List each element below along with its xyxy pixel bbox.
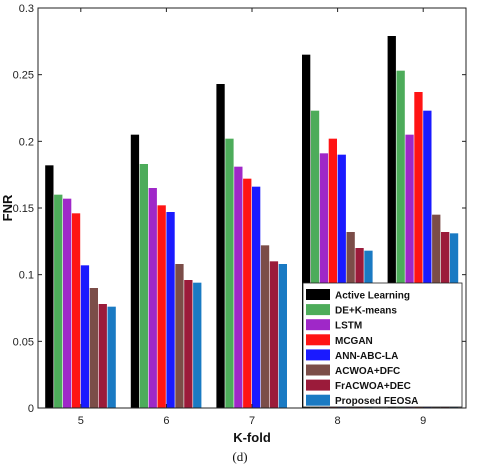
bar-fracwoa-dec-k7 [269,261,279,408]
legend-swatch [306,349,330,361]
legend-label: LSTM [335,321,362,332]
bar-lstm-k7 [234,166,243,408]
bar-proposed-feosa-k7 [278,264,287,408]
x-tick-label: 6 [163,415,169,427]
bar-fracwoa-dec-k5 [98,304,107,408]
legend-swatch [306,289,330,300]
y-axis-title: FNR [0,194,15,221]
bar-de-k-means-k6 [139,164,148,408]
y-axis-ticks: 0 0.05 0.1 0.15 0.2 0.25 0.3 [13,3,466,415]
legend-swatch [306,334,330,346]
bar-mcgan-k8 [328,138,337,409]
x-tick-label: 5 [78,415,84,427]
bar-active-learning-k8 [302,54,311,409]
legend-swatch [306,364,330,376]
bar-de-k-means-k9 [396,70,405,409]
bar-mcgan-k7 [243,178,252,408]
bar-lstm-k6 [148,188,157,408]
x-tick-label: 7 [249,415,255,427]
legend-label: DE+K-means [335,306,397,317]
figure-caption: (d) [232,449,247,464]
bar-mcgan-k5 [71,213,81,408]
legend-label: FrACWOA+DEC [335,381,411,392]
bar-acwoa-dfc-k7 [260,245,270,408]
bar-fracwoa-dec-k6 [184,280,193,408]
legend-swatch [306,394,330,406]
y-tick-label: 0.1 [19,270,34,282]
bar-ann-abc-la-k5 [80,265,90,408]
y-tick-label: 0.15 [13,203,34,215]
y-tick-label: 0.3 [19,3,34,15]
y-tick-label: 0.05 [13,336,34,348]
bar-de-k-means-k5 [54,194,63,408]
legend-label: ANN-ABC-LA [335,351,398,362]
legend-swatch [306,379,330,391]
bar-ann-abc-la-k7 [252,186,261,408]
bar-active-learning-k6 [130,134,140,409]
bar-active-learning-k7 [216,84,225,408]
bar-mcgan-k9 [414,92,423,408]
y-tick-label: 0.25 [13,70,34,82]
bar-acwoa-dfc-k5 [89,288,98,408]
bar-mcgan-k6 [157,205,166,408]
bar-ann-abc-la-k6 [166,212,175,408]
bar-lstm-k8 [319,153,329,408]
legend-label: MCGAN [335,336,373,347]
bar-ann-abc-la-k8 [337,154,346,408]
legend-label: ACWOA+DFC [335,366,400,377]
bar-lstm-k5 [63,198,72,408]
legend: Active Learning DE+K-means LSTM MCGAN ANN-AB… [302,282,463,408]
legend-label: Active Learning [335,291,410,302]
y-tick-label: 0 [28,403,34,415]
y-tick-label: 0.2 [19,136,34,148]
x-axis-title: K-fold [233,430,271,445]
bar-de-k-means-k7 [225,138,234,409]
bar-proposed-feosa-k6 [193,282,202,408]
bar-ann-abc-la-k9 [423,110,432,409]
legend-label: Proposed FEOSA [335,396,418,407]
legend-swatch [306,319,330,331]
x-tick-label: 9 [420,415,426,427]
bar-lstm-k9 [405,134,414,409]
bar-proposed-feosa-k5 [107,306,116,408]
bar-active-learning-k9 [387,36,396,408]
legend-swatch [306,304,330,316]
bar-de-k-means-k8 [310,110,320,409]
bar-acwoa-dfc-k6 [175,264,184,408]
bar-active-learning-k5 [45,165,54,408]
x-tick-label: 8 [335,415,341,427]
